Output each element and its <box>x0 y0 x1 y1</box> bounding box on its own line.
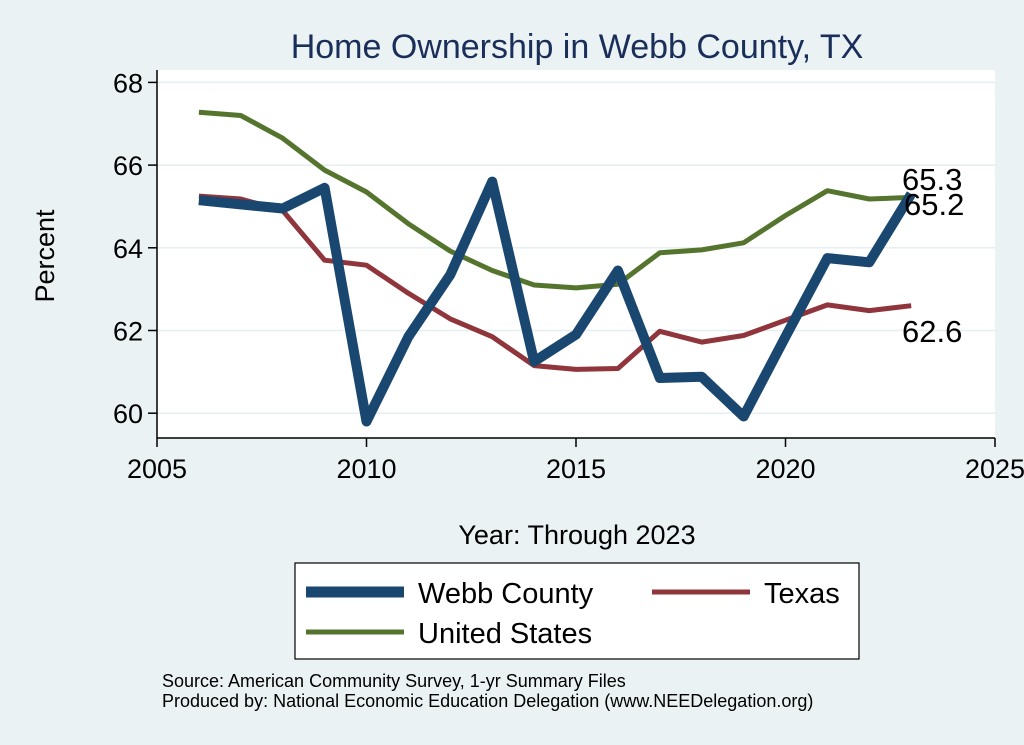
source-note: Source: American Community Survey, 1-yr … <box>162 671 626 691</box>
chart-title: Home Ownership in Webb County, TX <box>291 28 864 66</box>
x-tick-label: 2025 <box>965 454 1024 484</box>
y-tick-label: 66 <box>113 151 143 181</box>
legend-label-united-states: United States <box>418 618 592 650</box>
y-tick-label: 64 <box>113 234 143 264</box>
y-tick-label: 68 <box>113 68 143 98</box>
series-line-webb-county <box>198 176 916 427</box>
x-tick-label: 2010 <box>336 454 396 484</box>
y-tick-label: 60 <box>113 399 143 429</box>
x-tick-label: 2005 <box>127 454 187 484</box>
plot-area <box>157 70 995 438</box>
end-label-webb-county: 65.3 <box>902 162 962 197</box>
end-label-texas: 62.6 <box>902 314 962 349</box>
legend-box <box>294 562 860 660</box>
end-label-united-states: 65.2 <box>904 187 964 222</box>
produced-by-note: Produced by: National Economic Education… <box>162 691 814 711</box>
y-axis-label: Percent <box>30 209 60 303</box>
x-axis-label: Year: Through 2023 <box>458 520 695 550</box>
y-tick-label: 62 <box>113 316 143 346</box>
legend-label-webb-county: Webb County <box>418 578 594 610</box>
x-tick-label: 2015 <box>546 454 606 484</box>
legend-label-texas: Texas <box>764 578 840 610</box>
series-line-united-states <box>198 109 912 291</box>
x-tick-label: 2020 <box>755 454 815 484</box>
legend: Webb County Texas United States <box>294 562 860 660</box>
